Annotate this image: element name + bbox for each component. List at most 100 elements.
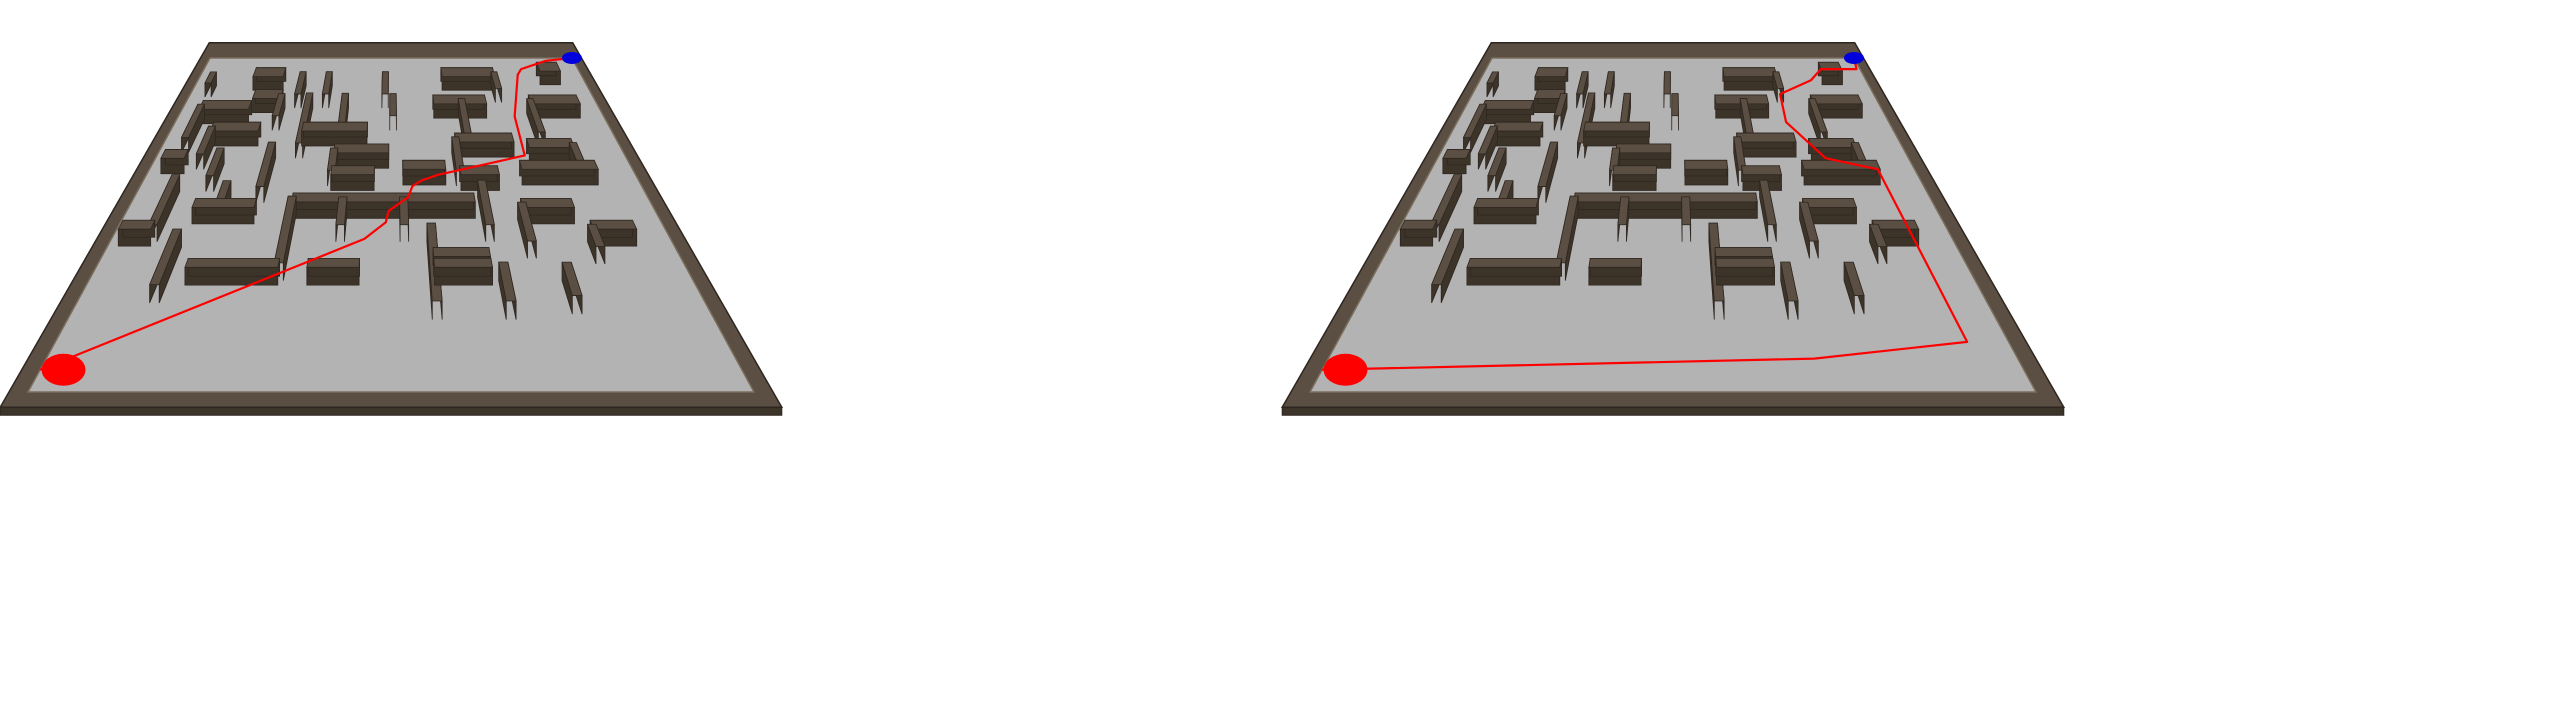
wall-top xyxy=(1800,159,1881,170)
wall-top xyxy=(330,165,375,176)
goal-marker xyxy=(562,52,582,64)
wall-top xyxy=(1615,143,1672,154)
wall-top xyxy=(290,192,476,203)
wall-top xyxy=(160,149,189,159)
wall-top xyxy=(327,147,339,171)
wall-top xyxy=(1684,159,1729,170)
wall-top xyxy=(1715,258,1776,268)
wall-top xyxy=(399,196,410,226)
wall-top xyxy=(180,103,206,138)
wall-top xyxy=(117,219,156,230)
wall-top xyxy=(1809,94,1863,105)
wall-top xyxy=(306,258,361,268)
wall-top xyxy=(561,261,583,296)
wall-top xyxy=(517,201,537,242)
wall-top xyxy=(204,71,218,84)
wall-top xyxy=(335,196,348,226)
wall-top xyxy=(184,258,281,268)
wall-top xyxy=(1780,261,1799,302)
wall-top xyxy=(1576,71,1589,95)
wall-top xyxy=(195,125,217,155)
wall-top xyxy=(1583,121,1650,132)
wall-top xyxy=(1843,261,1865,296)
wall-top xyxy=(1801,198,1858,208)
start-marker xyxy=(41,353,86,386)
wall-top xyxy=(535,61,562,72)
wall-top xyxy=(1722,67,1778,77)
wall-top xyxy=(1609,147,1621,171)
detour-route-path xyxy=(1322,57,1969,371)
wall-top xyxy=(301,121,368,132)
wall-top xyxy=(1487,147,1507,177)
wall-top xyxy=(1491,121,1544,132)
wall-top xyxy=(1477,125,1499,155)
wall-top xyxy=(527,94,581,105)
wall-top xyxy=(1868,223,1888,247)
wall-top xyxy=(1681,196,1692,226)
right-maze-scene xyxy=(1280,41,2066,416)
wall-top xyxy=(1603,71,1615,95)
wall-top xyxy=(1399,219,1438,230)
wall-top xyxy=(1617,196,1630,226)
direct-route-path xyxy=(39,56,573,371)
wall-top xyxy=(1663,71,1671,95)
wall-top xyxy=(1808,98,1828,133)
border-front-face xyxy=(1281,406,2065,416)
wall-top xyxy=(433,258,494,268)
wall-top xyxy=(525,138,576,148)
wall-top xyxy=(1553,93,1568,117)
wall-top xyxy=(586,223,606,247)
wall-top xyxy=(205,147,225,177)
wall-top xyxy=(402,159,447,170)
wall-top xyxy=(1442,149,1471,159)
wall-top xyxy=(526,98,546,133)
left-maze-scene xyxy=(0,41,784,416)
wall-top xyxy=(198,99,253,110)
border-front-face xyxy=(0,406,783,416)
wall-top xyxy=(1799,201,1819,242)
goal-marker xyxy=(1844,52,1864,64)
wall-top xyxy=(1671,93,1679,117)
wall-top xyxy=(1733,136,1747,171)
wall-top xyxy=(1741,165,1783,176)
wall-top xyxy=(519,198,576,208)
wall-top xyxy=(1462,103,1488,138)
wall-top xyxy=(255,141,277,187)
wall-top xyxy=(1486,71,1500,84)
wall-top xyxy=(1714,247,1774,257)
wall-top xyxy=(440,67,496,77)
wall-top xyxy=(432,247,492,257)
wall-top xyxy=(149,228,183,286)
wall-top xyxy=(321,71,333,95)
wall-top xyxy=(1736,132,1797,143)
wall-top xyxy=(477,179,495,226)
start-marker xyxy=(1323,353,1368,386)
wall-top xyxy=(1572,192,1758,203)
wall-top xyxy=(209,121,262,132)
wall-top xyxy=(381,71,389,95)
wall-top xyxy=(252,67,287,77)
wall-top xyxy=(1480,99,1535,110)
wall-top xyxy=(518,159,599,170)
wall-top xyxy=(1537,141,1559,187)
wall-top xyxy=(454,132,515,143)
wall-top xyxy=(1588,258,1643,268)
wall-top xyxy=(1807,138,1858,148)
wall-top xyxy=(1466,258,1563,268)
wall-top xyxy=(1612,165,1657,176)
wall-top xyxy=(490,71,503,89)
wall-top xyxy=(1534,67,1569,77)
wall-top xyxy=(191,198,257,208)
wall-top xyxy=(1772,71,1785,89)
wall-top xyxy=(294,71,307,95)
wall-top xyxy=(389,93,397,117)
wall-top xyxy=(271,93,286,117)
wall-top xyxy=(333,143,390,154)
wall-top xyxy=(1473,198,1539,208)
wall-top xyxy=(498,261,517,302)
wall-top xyxy=(1759,179,1777,226)
wall-top xyxy=(1431,228,1465,286)
wall-top xyxy=(459,165,501,176)
